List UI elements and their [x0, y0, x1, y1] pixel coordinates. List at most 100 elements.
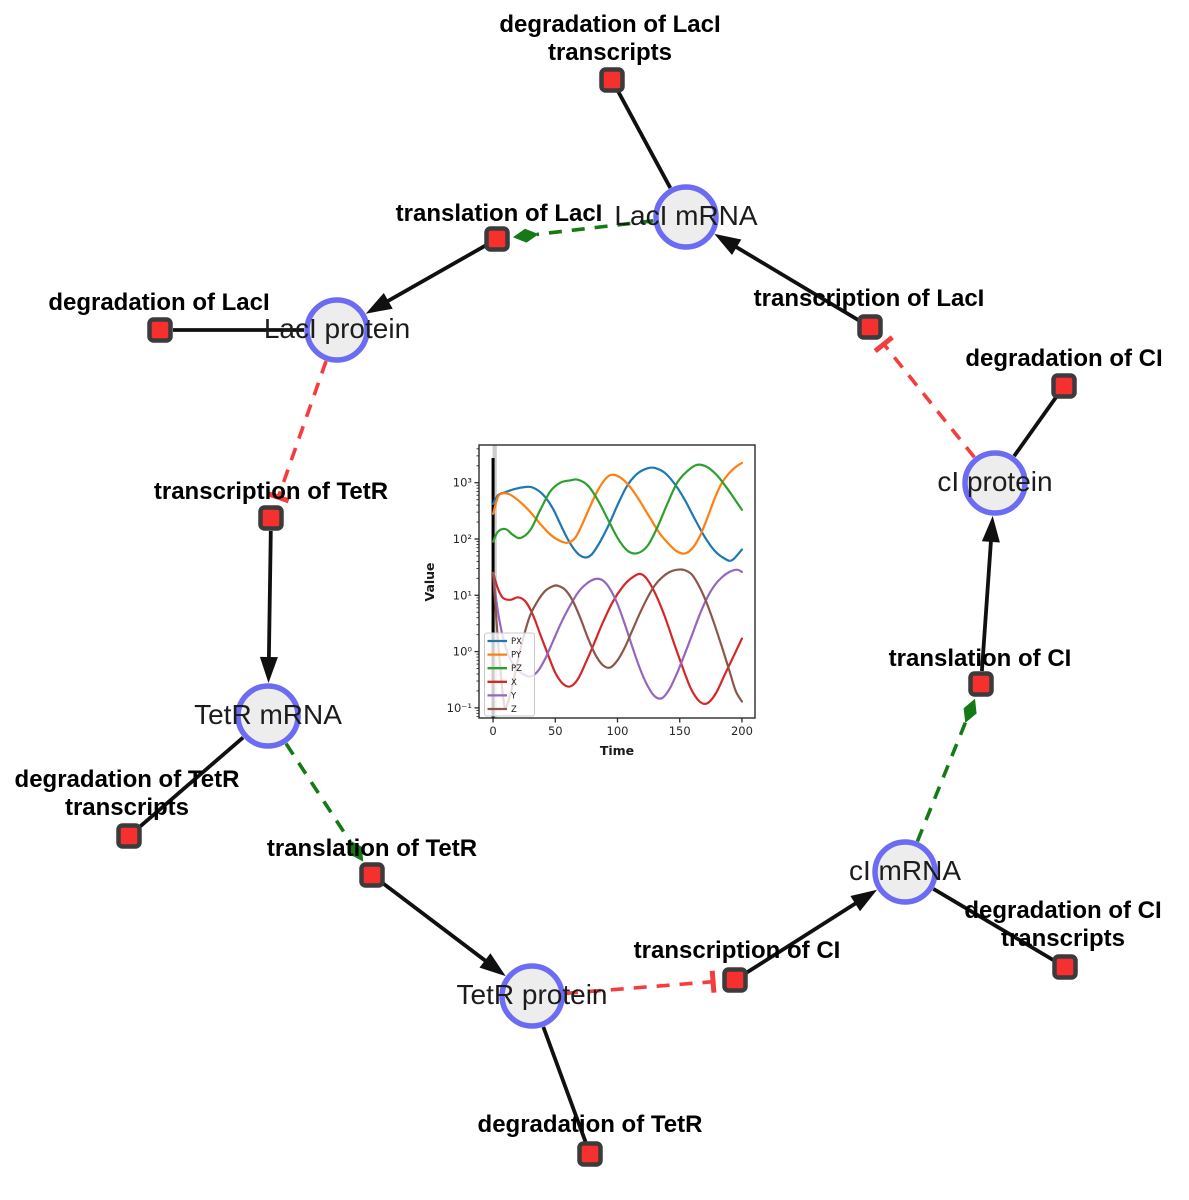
edge-ci_mrna-deg_ci_tx[interactable] [932, 887, 1055, 962]
edge-tetr_mrna-deg_tetr_tx[interactable] [137, 736, 245, 829]
series-curve-PY [492, 461, 743, 555]
activation-diamond-icon [349, 839, 364, 862]
y-tick-label: 10⁻¹ [447, 701, 472, 715]
reaction-label-line: degradation of TetR [478, 1111, 703, 1138]
arrowhead-icon [259, 656, 278, 683]
activation-diamond-icon [512, 228, 539, 243]
edge-line [980, 531, 994, 672]
reaction-node-deg_ci[interactable] [1051, 373, 1077, 399]
legend-label-PY: PY [511, 651, 522, 661]
species-node-laci_mrna[interactable] [653, 184, 719, 250]
edge-translate_ci-ci_protein[interactable] [980, 515, 1000, 672]
reaction-label-line: degradation of LacI [499, 11, 720, 38]
edge-line [378, 243, 487, 308]
reaction-node-deg_laci[interactable] [147, 317, 173, 343]
edge-line [882, 343, 976, 459]
reaction-label-deg_laci_tx: degradation of LacI transcripts [499, 11, 720, 66]
reaction-label-line: transcripts [548, 39, 672, 66]
species-label-tetr_mrna: TetR mRNA [194, 699, 342, 730]
reaction-label-line: translation of TetR [267, 835, 477, 862]
edge-line [276, 360, 328, 498]
edge-tetr_mrna-translate_tetr[interactable] [284, 742, 364, 862]
reaction-label-tx_laci: transcription of LacI [754, 285, 985, 312]
x-tick-label: 150 [669, 724, 691, 738]
species-node-tetr_mrna[interactable] [235, 683, 301, 749]
edge-laci_protein-tx_tetr[interactable] [267, 360, 328, 504]
edge-line [266, 530, 273, 668]
reaction-node-deg_ci_tx[interactable] [1052, 954, 1078, 980]
x-tick-label: 50 [548, 724, 563, 738]
inhibition-tee-icon [873, 335, 894, 353]
series-curve-PZ [492, 463, 743, 555]
x-tick-label: 200 [731, 724, 753, 738]
edge-line [381, 881, 495, 968]
y-tick-label: 10³ [453, 476, 473, 490]
inhibition-tee-icon [267, 491, 290, 504]
edge-translate_tetr-tetr_protein[interactable] [381, 881, 506, 977]
edge-deg_laci_tx-laci_mrna[interactable] [616, 90, 672, 189]
reaction-node-translate_ci[interactable] [968, 671, 994, 697]
species-node-ci_protein[interactable] [962, 450, 1028, 516]
reaction-label-deg_tetr_tx: degradation of TetR transcripts [15, 766, 240, 821]
y-tick-label: 10¹ [453, 588, 472, 602]
chart-x-axis-title: Time [600, 743, 634, 758]
legend-label-PZ: PZ [511, 664, 522, 674]
reaction-node-deg_tetr[interactable] [577, 1141, 603, 1167]
reaction-label-translate_ci: translation of CI [889, 645, 1072, 672]
labels-layer: LacI mRNA LacI protein cI protein TetR mRNA… [15, 11, 1163, 1138]
reaction-label-deg_ci_tx: degradation of CI transcripts [964, 897, 1161, 952]
reaction-label-line: degradation of CI [964, 897, 1161, 924]
arrowhead-icon [714, 233, 742, 255]
species-label-laci_mrna: LacI mRNA [614, 200, 757, 231]
edge-line [744, 896, 865, 975]
edge-line [1012, 395, 1059, 458]
arrowhead-icon [850, 889, 878, 912]
arrowhead-icon [479, 953, 506, 977]
edge-tetr_protein-tx_ci[interactable] [564, 970, 717, 996]
species-node-laci_protein[interactable] [304, 297, 370, 363]
edge-laci_mrna-translate_laci[interactable] [512, 219, 654, 243]
species-node-tetr_protein[interactable] [499, 963, 565, 1029]
edge-ci_protein-tx_laci[interactable] [873, 335, 976, 459]
reaction-node-deg_tetr_tx[interactable] [116, 823, 142, 849]
reaction-node-tx_ci[interactable] [722, 967, 748, 993]
legend-label-PX: PX [511, 637, 522, 647]
edge-line [915, 720, 968, 843]
reaction-node-tx_tetr[interactable] [258, 505, 284, 531]
species-label-ci_protein: cI protein [937, 466, 1052, 497]
edge-ci_protein-deg_ci[interactable] [1012, 395, 1059, 458]
activation-diamond-icon [963, 698, 977, 723]
edge-tx_tetr-tetr_mrna[interactable] [259, 530, 278, 683]
reaction-label-deg_laci: degradation of LacI [48, 289, 269, 316]
edge-tetr_protein-deg_tetr[interactable] [541, 1026, 588, 1143]
reaction-label-tx_tetr: transcription of TetR [154, 478, 388, 505]
y-tick-label: 10⁰ [453, 645, 473, 659]
reaction-node-translate_laci[interactable] [484, 226, 510, 252]
reaction-label-translate_laci: translation of LacI [396, 200, 603, 227]
edge-tx_ci-ci_mrna[interactable] [744, 889, 878, 975]
reaction-label-deg_ci: degradation of CI [965, 345, 1162, 372]
reaction-label-line: degradation of CI [965, 345, 1162, 372]
edges-layer [137, 90, 1059, 1143]
arrowhead-icon [365, 293, 393, 314]
species-label-tetr_protein: TetR protein [457, 979, 608, 1010]
edge-ci_mrna-translate_ci[interactable] [915, 698, 977, 843]
reaction-node-translate_tetr[interactable] [359, 862, 385, 888]
reaction-label-line: translation of LacI [396, 200, 603, 227]
reaction-label-line: degradation of TetR [15, 766, 240, 793]
species-node-ci_mrna[interactable] [872, 839, 938, 905]
x-tick-label: 0 [489, 724, 496, 738]
edge-line [137, 736, 245, 829]
chart-y-axis-title: Value [422, 562, 437, 601]
edge-translate_laci-laci_protein[interactable] [365, 243, 487, 314]
edge-line [541, 1026, 588, 1143]
edge-line [284, 742, 352, 843]
reaction-node-tx_laci[interactable] [857, 314, 883, 340]
reaction-label-line: transcripts [1001, 925, 1125, 952]
reaction-node-deg_laci_tx[interactable] [599, 67, 625, 93]
reaction-label-tx_ci: transcription of CI [634, 937, 841, 964]
edge-tx_laci-laci_mrna[interactable] [714, 233, 860, 322]
